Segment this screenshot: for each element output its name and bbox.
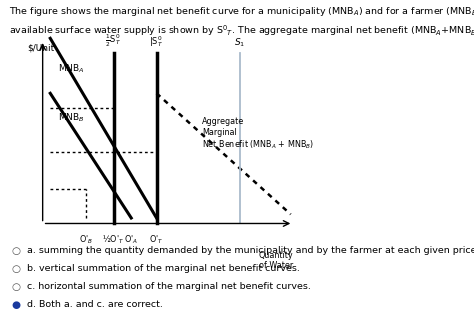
Text: ○: ○ (12, 246, 21, 256)
Text: $/Unit: $/Unit (27, 44, 55, 53)
Text: a. summing the quantity demanded by the municipality and by the farmer at each g: a. summing the quantity demanded by the … (27, 246, 474, 255)
Text: available surface water supply is shown by S$^0$$_T$. The aggregate marginal net: available surface water supply is shown … (9, 23, 474, 38)
Text: O'$_B$: O'$_B$ (79, 234, 93, 246)
Text: b. vertical summation of the marginal net benefit curves.: b. vertical summation of the marginal ne… (27, 264, 301, 273)
Text: c. horizontal summation of the marginal net benefit curves.: c. horizontal summation of the marginal … (27, 282, 311, 291)
Text: Quantity
of Water: Quantity of Water (259, 251, 293, 270)
Text: $|$S$^0_T$: $|$S$^0_T$ (149, 34, 164, 49)
Text: MNB$_B$: MNB$_B$ (58, 112, 84, 124)
Text: ●: ● (12, 300, 21, 310)
Text: ½O'$_T$: ½O'$_T$ (102, 234, 125, 246)
Text: The figure shows the marginal net benefit curve for a municipality (MNB$_A$) and: The figure shows the marginal net benefi… (9, 5, 474, 18)
Text: $\frac{1}{2}$S$^0_T$: $\frac{1}{2}$S$^0_T$ (105, 33, 122, 49)
Text: O'$_T$: O'$_T$ (149, 234, 164, 246)
Text: ○: ○ (12, 282, 21, 292)
Text: MNB$_A$: MNB$_A$ (58, 62, 84, 75)
Text: ○: ○ (12, 264, 21, 274)
Text: O'$_A$: O'$_A$ (124, 234, 138, 246)
Text: d. Both a. and c. are correct.: d. Both a. and c. are correct. (27, 300, 164, 309)
Text: $S_1$: $S_1$ (235, 37, 246, 49)
Text: Aggregate
Marginal
Net Benefit (MNB$_A$ + MNB$_B$): Aggregate Marginal Net Benefit (MNB$_A$ … (202, 117, 314, 151)
